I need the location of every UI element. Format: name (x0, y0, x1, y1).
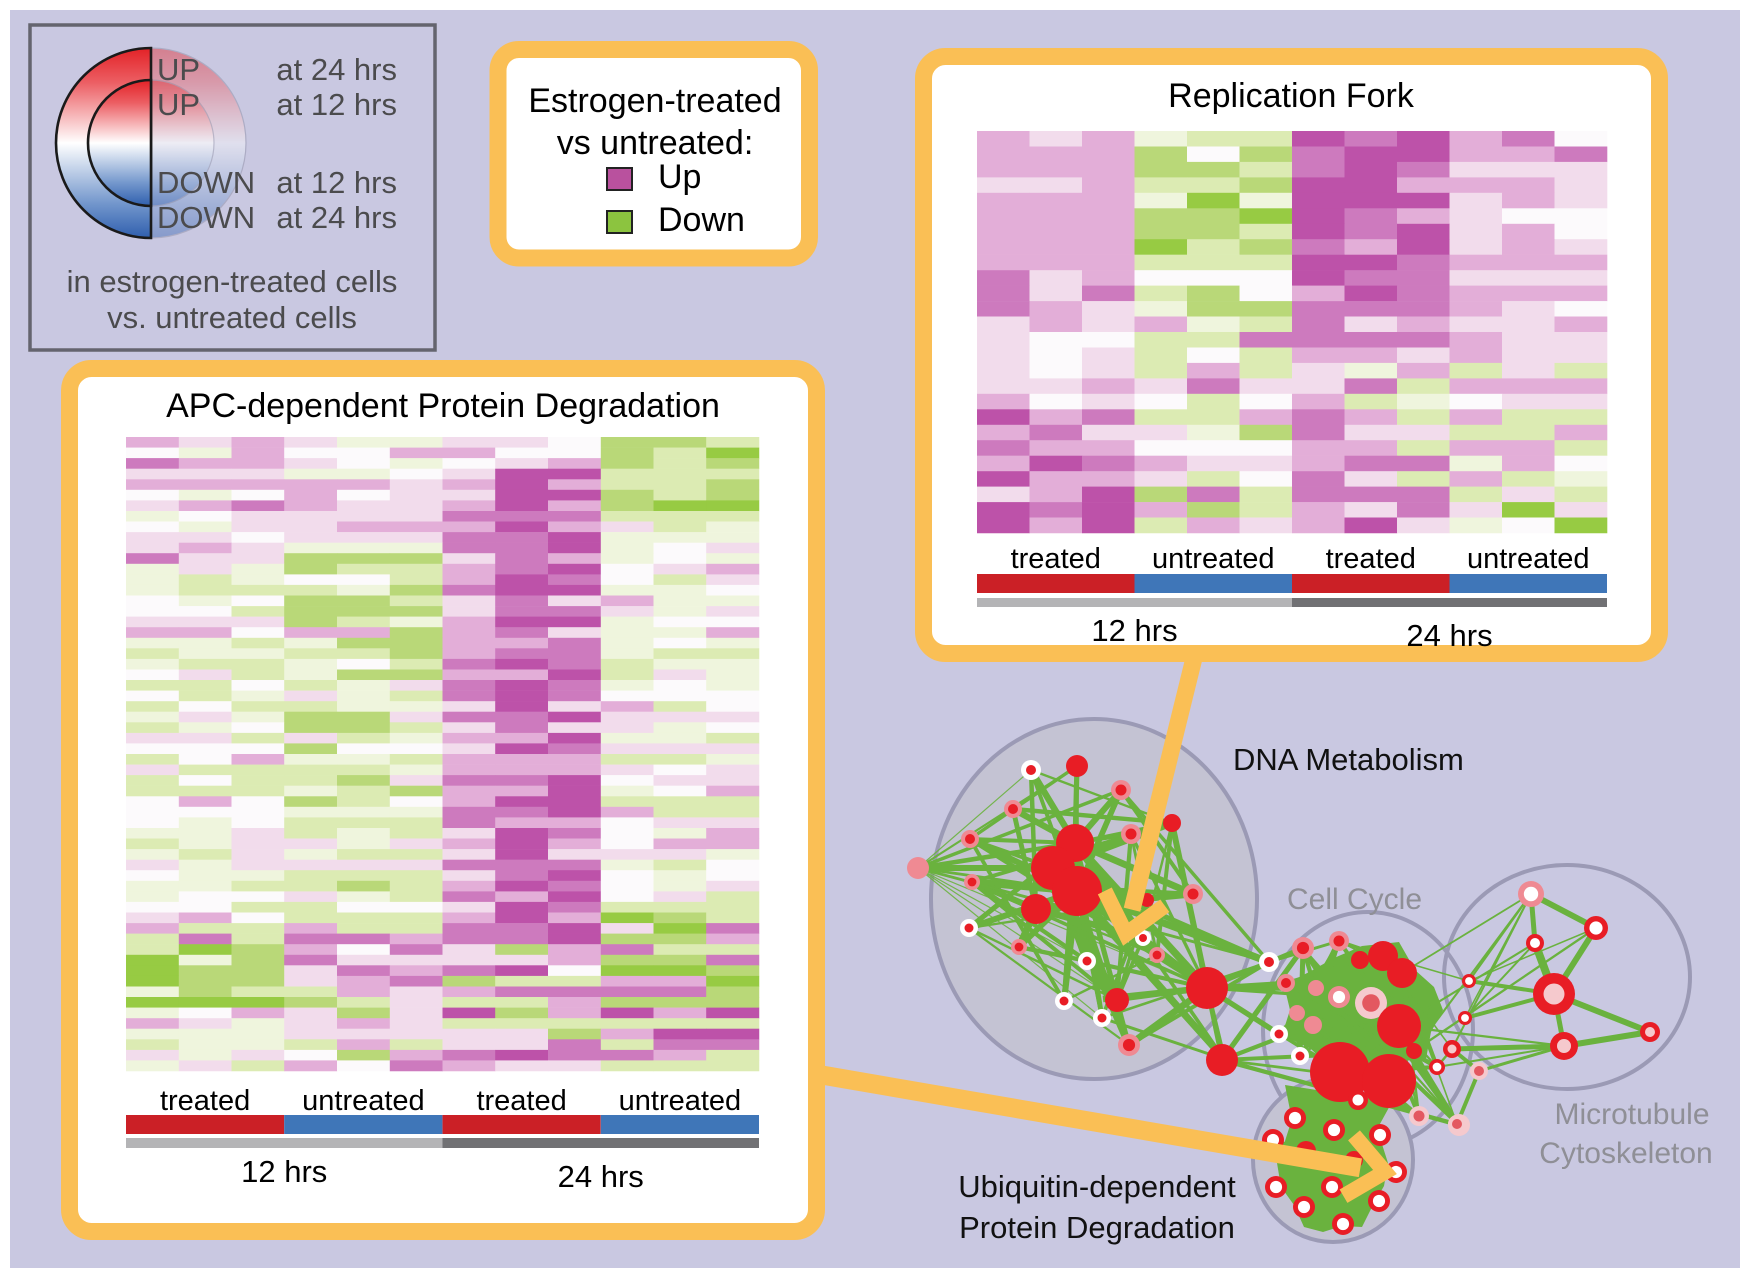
svg-text:DNA Metabolism: DNA Metabolism (1233, 742, 1464, 777)
svg-text:12 hrs: 12 hrs (1091, 613, 1177, 648)
svg-text:UP: UP (157, 52, 200, 87)
svg-text:untreated: untreated (1467, 543, 1590, 575)
svg-text:Down: Down (658, 201, 745, 239)
svg-text:DOWN: DOWN (157, 165, 255, 200)
svg-text:APC-dependent Protein Degradat: APC-dependent Protein Degradation (166, 387, 720, 425)
svg-text:Replication Fork: Replication Fork (1168, 77, 1415, 115)
svg-text:Ubiquitin-dependent: Ubiquitin-dependent (958, 1169, 1236, 1204)
svg-text:Estrogen-treated: Estrogen-treated (528, 82, 781, 120)
svg-text:Protein Degradation: Protein Degradation (959, 1210, 1235, 1245)
svg-text:UP: UP (157, 87, 200, 122)
svg-text:24 hrs: 24 hrs (1406, 618, 1492, 653)
svg-text:Cell Cycle: Cell Cycle (1287, 883, 1422, 916)
svg-text:treated: treated (476, 1085, 566, 1117)
svg-text:Up: Up (658, 158, 701, 196)
svg-text:in estrogen-treated cells: in estrogen-treated cells (67, 264, 398, 299)
svg-text:at 24 hrs: at 24 hrs (276, 200, 397, 235)
svg-text:DOWN: DOWN (157, 200, 255, 235)
svg-text:untreated: untreated (619, 1085, 742, 1117)
svg-text:untreated: untreated (302, 1085, 425, 1117)
svg-text:Cytoskeleton: Cytoskeleton (1539, 1137, 1712, 1170)
svg-text:treated: treated (160, 1085, 250, 1117)
svg-text:treated: treated (1011, 543, 1101, 575)
svg-text:untreated: untreated (1152, 543, 1275, 575)
svg-text:12 hrs: 12 hrs (241, 1154, 327, 1189)
svg-text:24 hrs: 24 hrs (558, 1159, 644, 1194)
svg-text:treated: treated (1326, 543, 1416, 575)
svg-text:at 12 hrs: at 12 hrs (276, 165, 397, 200)
svg-text:at 12 hrs: at 12 hrs (276, 87, 397, 122)
svg-text:Microtubule: Microtubule (1554, 1098, 1709, 1131)
svg-text:vs. untreated cells: vs. untreated cells (107, 300, 357, 335)
svg-text:at 24 hrs: at 24 hrs (276, 52, 397, 87)
svg-text:vs untreated:: vs untreated: (557, 124, 754, 162)
